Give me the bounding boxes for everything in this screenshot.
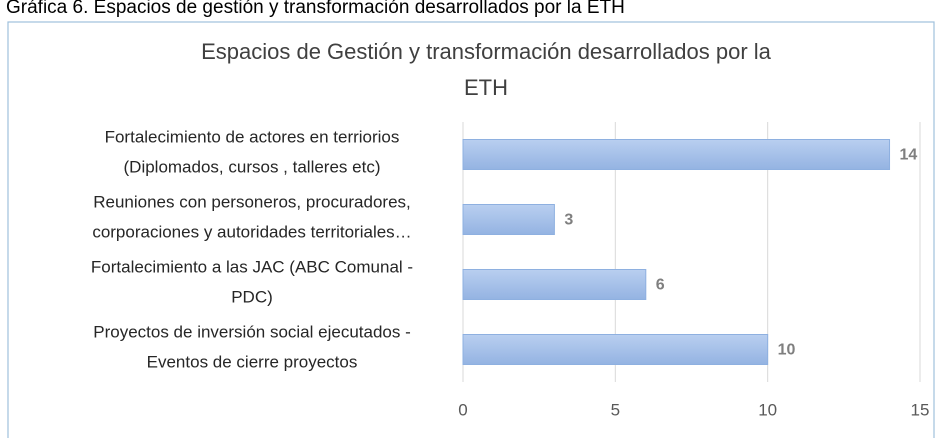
value-label: 6: [656, 277, 665, 294]
y-tick-label-line: Eventos de cierre proyectos: [147, 353, 358, 372]
y-tick-label-line: PDC): [231, 288, 273, 307]
y-tick-label-line: Fortalecimiento a las JAC (ABC Comunal -: [91, 258, 413, 277]
bar: [462, 269, 647, 300]
y-tick-label: Fortalecimiento de actores en terriorios…: [105, 128, 400, 177]
y-tick-label: Fortalecimiento a las JAC (ABC Comunal -…: [91, 258, 413, 307]
value-label: 3: [564, 212, 573, 229]
y-tick-label-line: Reuniones con personeros, procuradores,: [93, 193, 411, 212]
y-tick-label-line: Proyectos de inversión social ejecutados…: [93, 323, 411, 342]
bar: [462, 139, 891, 170]
y-tick-label-line: Fortalecimiento de actores en terriorios: [105, 128, 400, 147]
value-label: 10: [778, 342, 796, 359]
caption: Gráfica 6. Espacios de gestión y transfo…: [6, 0, 625, 18]
x-tick-label: 10: [758, 400, 777, 419]
chart-title-line: Espacios de Gestión y transformación des…: [201, 39, 772, 64]
bar: [462, 204, 555, 235]
y-tick-label: Reuniones con personeros, procuradores, c…: [92, 193, 411, 242]
y-tick-label-line: (Diplomados, cursos , talleres etc): [124, 158, 381, 177]
y-tick-label-line: corporaciones y autoridades territoriale…: [92, 223, 411, 242]
bar: [462, 334, 769, 365]
y-tick-label: Proyectos de inversión social ejecutados…: [93, 323, 411, 372]
x-tick-label: 0: [458, 400, 467, 419]
value-label: 14: [900, 147, 918, 164]
x-tick-label: 15: [911, 400, 930, 419]
x-tick-label: 5: [611, 400, 620, 419]
chart-title-line: ETH: [464, 75, 508, 100]
